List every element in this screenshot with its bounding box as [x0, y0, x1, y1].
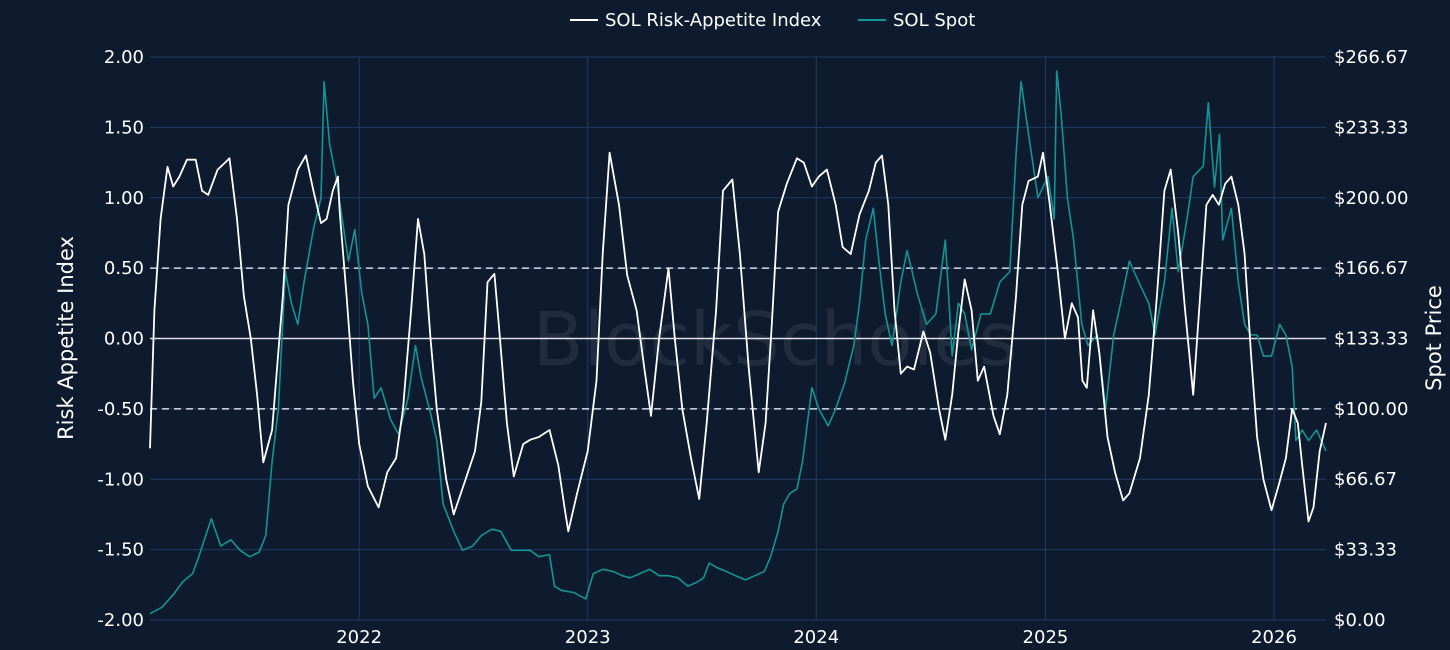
legend: SOL Risk-Appetite Index SOL Spot [570, 10, 975, 31]
y-left-tick-label: 1.50 [104, 117, 144, 138]
y-right-axis-title: Spot Price [1422, 285, 1446, 391]
legend-label-spot: SOL Spot [893, 10, 975, 31]
y-right-tick-label: $0.00 [1334, 610, 1386, 631]
y-left-tick-label: -0.50 [97, 399, 144, 420]
y-right-tick-label: $66.67 [1334, 469, 1397, 490]
x-tick-label: 2023 [565, 627, 611, 648]
legend-label-index: SOL Risk-Appetite Index [605, 10, 822, 31]
y-left-tick-label: 1.00 [104, 188, 144, 209]
y-right-tick-label: $133.33 [1334, 329, 1408, 350]
y-left-tick-label: 2.00 [104, 47, 144, 68]
y-right-tick-label: $166.67 [1334, 258, 1408, 279]
y-right-tick-label: $266.67 [1334, 47, 1408, 68]
y-right-tick-label: $200.00 [1334, 188, 1408, 209]
y-right-tick-labels: $266.67 $233.33 $200.00 $166.67 $133.33 $100.… [1334, 47, 1408, 631]
y-left-tick-label: -2.00 [97, 610, 144, 631]
y-right-tick-label: $100.00 [1334, 399, 1408, 420]
x-tick-label: 2025 [1023, 627, 1069, 648]
x-tick-label: 2026 [1251, 627, 1297, 648]
y-left-tick-label: 0.50 [104, 258, 144, 279]
y-right-tick-label: $233.33 [1334, 117, 1408, 138]
watermark: BlockScholes [533, 297, 1018, 383]
y-left-axis-title: Risk Appetite Index [54, 236, 78, 440]
x-tick-labels: 2022 2023 2024 2025 2026 [336, 627, 1297, 648]
series-line-risk-appetite-index [149, 151, 1327, 533]
series [149, 70, 1327, 615]
x-tick-label: 2024 [793, 627, 839, 648]
y-left-tick-label: -1.00 [97, 469, 144, 490]
y-left-tick-label: 0.00 [104, 329, 144, 350]
reference-lines [150, 267, 1326, 410]
y-right-tick-label: $33.33 [1334, 540, 1397, 561]
y-left-tick-labels: 2.00 1.50 1.00 0.50 0.00 -0.50 -1.00 -1.50 -2.00 [97, 47, 144, 631]
x-tick-label: 2022 [336, 627, 382, 648]
y-left-tick-label: -1.50 [97, 540, 144, 561]
